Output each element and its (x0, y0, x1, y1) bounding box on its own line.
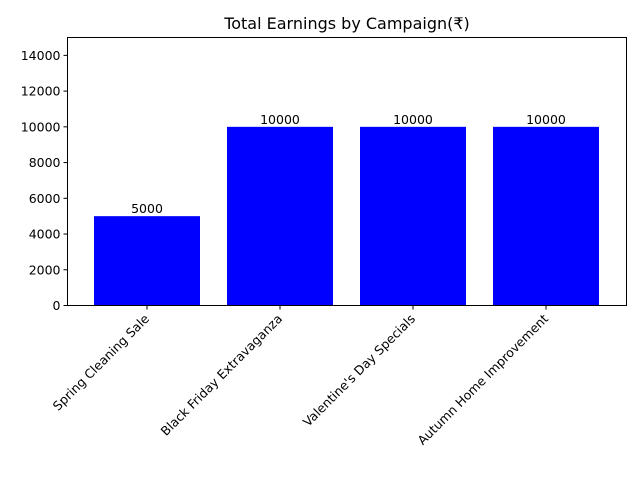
bar-1 (94, 216, 200, 306)
y-tick-label: 14000 (21, 48, 61, 63)
data-label-1: 5000 (131, 201, 163, 216)
y-tick-label: 6000 (29, 191, 61, 206)
x-tick-label: Spring Cleaning Sale (50, 311, 153, 414)
y-tick-label: 0 (53, 298, 61, 313)
y-tick-label: 10000 (21, 119, 61, 134)
data-label-4: 10000 (526, 112, 566, 127)
bar-3 (360, 126, 466, 306)
data-label-2: 10000 (260, 112, 300, 127)
bars-layer (94, 126, 599, 306)
y-tick-label: 12000 (21, 84, 61, 99)
x-axis: Spring Cleaning Sale Black Friday Extrava… (50, 305, 551, 448)
bar-2 (227, 126, 333, 306)
y-tick-label: 2000 (29, 262, 61, 277)
y-tick-label: 8000 (29, 155, 61, 170)
plot-area-frame (67, 37, 627, 306)
x-tick-label: Black Friday Extravaganza (158, 311, 286, 439)
bar-4 (493, 126, 599, 306)
chart-title: Total Earnings by Campaign(₹) (223, 14, 470, 33)
data-label-3: 10000 (393, 112, 433, 127)
x-tick-label: Autumn Home Improvement (414, 311, 551, 448)
data-labels-layer: 5000 10000 10000 10000 (131, 112, 566, 216)
y-tick-label: 4000 (29, 227, 61, 242)
x-tick-label: Valentine's Day Specials (300, 311, 418, 429)
y-axis: 0 2000 4000 6000 8000 10000 12000 14000 (21, 48, 68, 313)
